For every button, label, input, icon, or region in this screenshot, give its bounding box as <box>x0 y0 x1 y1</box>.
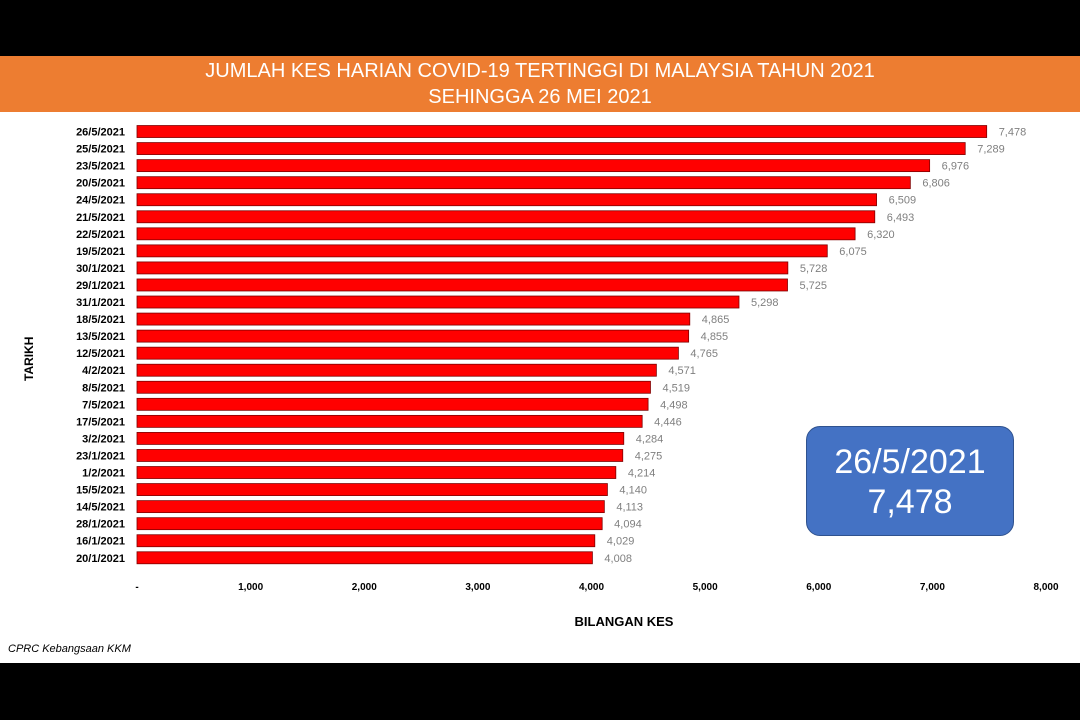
bar <box>136 176 911 190</box>
x-tick-label: 3,000 <box>465 582 490 593</box>
bar <box>136 534 596 548</box>
callout-date: 26/5/2021 <box>834 443 986 481</box>
data-label: 6,075 <box>839 246 867 258</box>
bar <box>136 244 828 258</box>
bar <box>136 261 789 275</box>
bar <box>136 193 877 207</box>
bar <box>136 278 788 292</box>
title-banner: JUMLAH KES HARIAN COVID-19 TERTINGGI DI … <box>0 56 1080 112</box>
y-tick-label: 1/2/2021 <box>82 468 125 480</box>
y-tick-label: 16/1/2021 <box>76 536 125 548</box>
bar <box>136 551 593 565</box>
bar <box>136 329 690 343</box>
data-label: 4,865 <box>702 314 730 326</box>
y-tick-label: 15/5/2021 <box>76 485 125 497</box>
data-label: 4,519 <box>662 382 690 394</box>
y-tick-label: 19/5/2021 <box>76 246 125 258</box>
bar <box>136 125 988 138</box>
data-label: 7,289 <box>977 144 1005 156</box>
bar <box>136 414 643 428</box>
x-tick-label: 4,000 <box>579 582 604 593</box>
data-label: 4,113 <box>616 502 643 514</box>
data-label: 4,008 <box>604 553 632 565</box>
data-label: 4,571 <box>668 365 696 377</box>
highlight-callout: 26/5/2021 7,478 <box>806 426 1014 536</box>
y-axis-label: TARIKH <box>22 336 36 381</box>
chart-title-line2: SEHINGGA 26 MEI 2021 <box>428 86 652 108</box>
y-tick-label: 26/5/2021 <box>76 127 125 139</box>
data-label: 5,298 <box>751 297 779 309</box>
data-label: 4,214 <box>628 468 656 480</box>
y-tick-label: 17/5/2021 <box>76 416 125 428</box>
x-tick-label: 5,000 <box>693 582 718 593</box>
slide: JUMLAH KES HARIAN COVID-19 TERTINGGI DI … <box>0 56 1080 663</box>
bar <box>136 227 856 241</box>
y-tick-label: 7/5/2021 <box>82 399 125 411</box>
callout-value: 7,478 <box>867 483 953 521</box>
x-axis-label: BILANGAN KES <box>574 614 674 629</box>
y-tick-label: 24/5/2021 <box>76 195 125 207</box>
bar <box>136 142 966 155</box>
data-label: 6,320 <box>867 229 895 241</box>
y-tick-label: 23/5/2021 <box>76 161 125 173</box>
y-tick-label: 14/5/2021 <box>76 502 125 514</box>
y-tick-label: 31/1/2021 <box>76 297 125 309</box>
y-tick-label: 21/5/2021 <box>76 212 125 224</box>
data-label: 6,493 <box>887 212 915 224</box>
data-label: 4,094 <box>614 519 642 531</box>
data-label: 4,029 <box>607 536 635 548</box>
data-label: 4,275 <box>635 450 663 462</box>
data-label: 4,140 <box>619 485 647 497</box>
data-label: 5,725 <box>800 280 828 292</box>
data-label: 6,509 <box>889 195 917 207</box>
y-tick-label: 4/2/2021 <box>82 365 125 377</box>
x-tick-label: - <box>135 582 138 593</box>
data-label: 6,806 <box>922 178 950 190</box>
data-label: 7,478 <box>999 127 1027 139</box>
y-tick-label: 18/5/2021 <box>76 314 125 326</box>
bar <box>136 210 876 224</box>
y-tick-label: 22/5/2021 <box>76 229 125 241</box>
data-label: 4,765 <box>690 348 718 360</box>
bar <box>136 483 608 496</box>
data-label: 4,446 <box>654 416 682 428</box>
bar <box>136 517 603 531</box>
y-tick-label: 23/1/2021 <box>76 450 125 462</box>
bar <box>136 449 624 462</box>
source-note: CPRC Kebangsaan KKM <box>8 643 131 655</box>
bar <box>136 500 605 514</box>
y-tick-label: 28/1/2021 <box>76 519 125 531</box>
x-tick-label: 6,000 <box>806 582 831 593</box>
y-tick-label: 30/1/2021 <box>76 263 125 275</box>
y-tick-label: 20/1/2021 <box>76 553 125 565</box>
bar <box>136 397 649 411</box>
y-tick-label: 12/5/2021 <box>76 348 125 360</box>
x-tick-label: 2,000 <box>352 582 377 593</box>
x-tick-label: 8,000 <box>1033 582 1058 593</box>
data-label: 4,284 <box>636 433 664 445</box>
y-tick-label: 8/5/2021 <box>82 382 125 394</box>
y-tick-label: 29/1/2021 <box>76 280 125 292</box>
y-tick-label: 25/5/2021 <box>76 144 125 156</box>
bar <box>136 295 740 309</box>
y-tick-label: 13/5/2021 <box>76 331 125 343</box>
data-label: 6,976 <box>942 161 970 173</box>
bar <box>136 312 691 326</box>
bar <box>136 466 617 479</box>
bar <box>136 432 625 445</box>
chart-title-line1: JUMLAH KES HARIAN COVID-19 TERTINGGI DI … <box>205 60 875 82</box>
bar <box>136 380 651 394</box>
x-tick-label: 7,000 <box>920 582 945 593</box>
data-label: 4,855 <box>701 331 729 343</box>
bar <box>136 159 931 173</box>
data-label: 5,728 <box>800 263 828 275</box>
data-label: 4,498 <box>660 399 688 411</box>
bar <box>136 346 679 360</box>
y-tick-label: 3/2/2021 <box>82 433 125 445</box>
y-tick-label: 20/5/2021 <box>76 178 125 190</box>
x-tick-label: 1,000 <box>238 582 263 593</box>
bar <box>136 363 657 377</box>
